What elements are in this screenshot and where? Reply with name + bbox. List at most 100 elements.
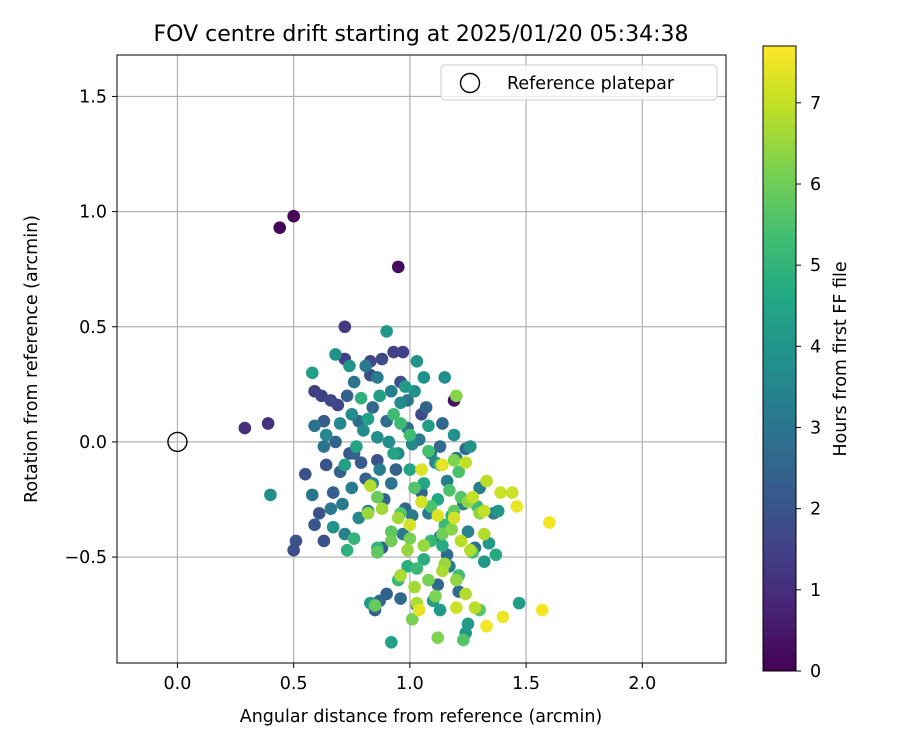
data-point xyxy=(464,543,477,557)
data-point xyxy=(264,488,277,502)
x-axis-label: Angular distance from reference (arcmin) xyxy=(240,707,603,727)
y-tick-label: 0.5 xyxy=(79,318,107,338)
data-point xyxy=(340,389,354,403)
data-point xyxy=(368,599,382,612)
data-point xyxy=(422,419,435,433)
data-point xyxy=(459,456,472,469)
data-point xyxy=(384,525,398,539)
data-point xyxy=(403,463,417,476)
data-point xyxy=(384,384,398,398)
legend-label-reference-platepar: Reference platepar xyxy=(507,74,675,94)
data-point xyxy=(396,345,410,359)
data-point xyxy=(261,417,275,430)
data-point xyxy=(366,401,379,414)
data-point xyxy=(438,371,452,384)
data-point xyxy=(536,603,549,617)
data-point xyxy=(447,511,461,525)
data-point xyxy=(331,398,345,412)
data-point xyxy=(424,500,438,513)
data-points xyxy=(238,209,556,649)
y-axis-ticks: −0.5 0.0 0.5 1.0 1.5 xyxy=(65,87,117,568)
data-point xyxy=(364,479,377,492)
data-point xyxy=(436,539,449,552)
data-point xyxy=(543,516,556,529)
data-point xyxy=(338,458,352,472)
data-point xyxy=(510,500,524,513)
data-point xyxy=(477,527,491,541)
y-tick-label: 1.0 xyxy=(79,203,107,223)
data-point xyxy=(387,407,400,421)
data-point xyxy=(450,601,463,615)
data-point xyxy=(333,417,347,430)
data-point xyxy=(443,483,456,497)
data-point xyxy=(329,348,342,361)
data-point xyxy=(461,617,475,631)
colorbar: 0 1 2 3 4 5 6 7 Hours from first FF file xyxy=(762,45,851,682)
data-point xyxy=(373,463,386,476)
data-point xyxy=(361,507,375,520)
data-point xyxy=(512,596,526,610)
data-point xyxy=(371,546,384,559)
data-point xyxy=(431,631,445,644)
data-point xyxy=(326,520,340,534)
data-point xyxy=(447,428,461,442)
data-point xyxy=(412,603,426,617)
data-point xyxy=(461,525,475,539)
data-point xyxy=(491,504,505,518)
data-point xyxy=(375,502,389,515)
legend: Reference platepar xyxy=(440,64,718,101)
data-point xyxy=(357,424,370,437)
data-point xyxy=(361,412,375,426)
data-point xyxy=(410,355,424,368)
data-point xyxy=(480,619,493,633)
data-point xyxy=(422,444,435,458)
data-point xyxy=(298,467,312,481)
data-point xyxy=(394,417,407,430)
data-point xyxy=(447,454,461,467)
x-axis-ticks: 0.0 0.5 1.0 1.5 2.0 xyxy=(164,663,656,694)
data-point xyxy=(431,509,445,522)
data-point xyxy=(317,414,331,428)
data-point xyxy=(384,477,398,490)
data-point xyxy=(415,463,428,476)
data-point xyxy=(464,440,477,453)
data-point xyxy=(419,401,433,414)
data-point xyxy=(417,477,431,490)
data-point xyxy=(287,209,300,223)
data-point xyxy=(436,417,449,430)
plot-frame xyxy=(116,54,727,664)
data-point xyxy=(319,428,333,442)
data-point xyxy=(359,359,373,373)
data-point xyxy=(403,532,417,545)
data-point xyxy=(466,490,479,504)
data-point xyxy=(389,463,403,476)
data-point xyxy=(489,548,503,562)
data-point xyxy=(371,371,384,384)
data-point xyxy=(315,389,328,403)
data-point xyxy=(326,486,340,499)
colorbar-tick-label: 5 xyxy=(810,256,821,276)
data-point xyxy=(468,601,482,615)
data-point xyxy=(422,573,435,587)
colorbar-tick-label: 4 xyxy=(810,337,821,357)
colorbar-tick-label: 1 xyxy=(810,581,821,601)
data-point xyxy=(403,518,417,532)
data-point xyxy=(352,511,366,525)
colorbar-tick-label: 6 xyxy=(810,175,821,195)
legend-open-circle-icon xyxy=(459,72,481,94)
data-point xyxy=(401,543,414,557)
data-point xyxy=(350,440,363,453)
data-point xyxy=(238,421,252,435)
data-point xyxy=(273,221,287,235)
colorbar-tick-label: 3 xyxy=(810,418,821,438)
data-point xyxy=(373,389,386,403)
data-point xyxy=(380,325,393,338)
x-tick-label: 0.0 xyxy=(164,674,192,694)
data-point xyxy=(494,486,507,499)
data-point xyxy=(410,562,424,575)
data-point xyxy=(433,603,447,617)
data-point xyxy=(405,612,419,626)
data-point xyxy=(403,428,417,442)
y-tick-label: −0.5 xyxy=(65,548,108,568)
